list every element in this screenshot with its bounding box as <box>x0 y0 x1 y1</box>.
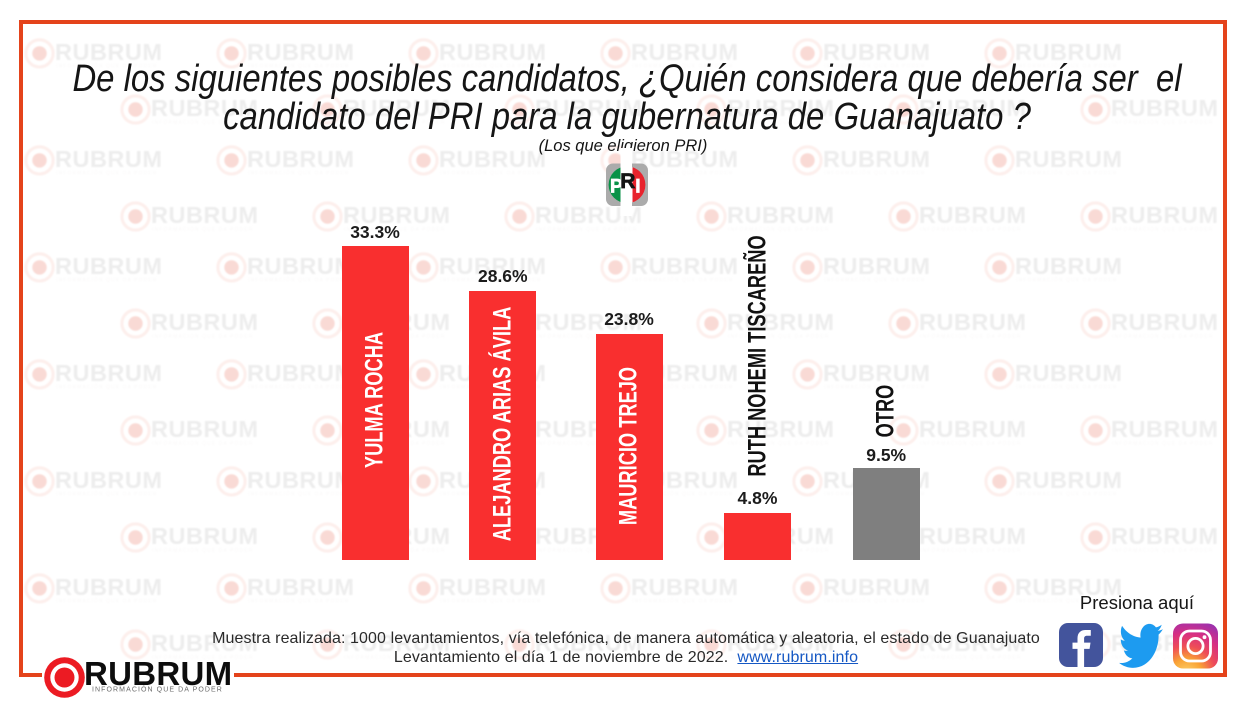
svg-text:R: R <box>620 170 635 193</box>
svg-text:INFORMACIÓN QUE DA PODER: INFORMACIÓN QUE DA PODER <box>92 684 223 693</box>
svg-text:P: P <box>610 176 623 197</box>
svg-text:I: I <box>635 176 640 197</box>
svg-text:RUBRUM: RUBRUM <box>84 655 232 692</box>
